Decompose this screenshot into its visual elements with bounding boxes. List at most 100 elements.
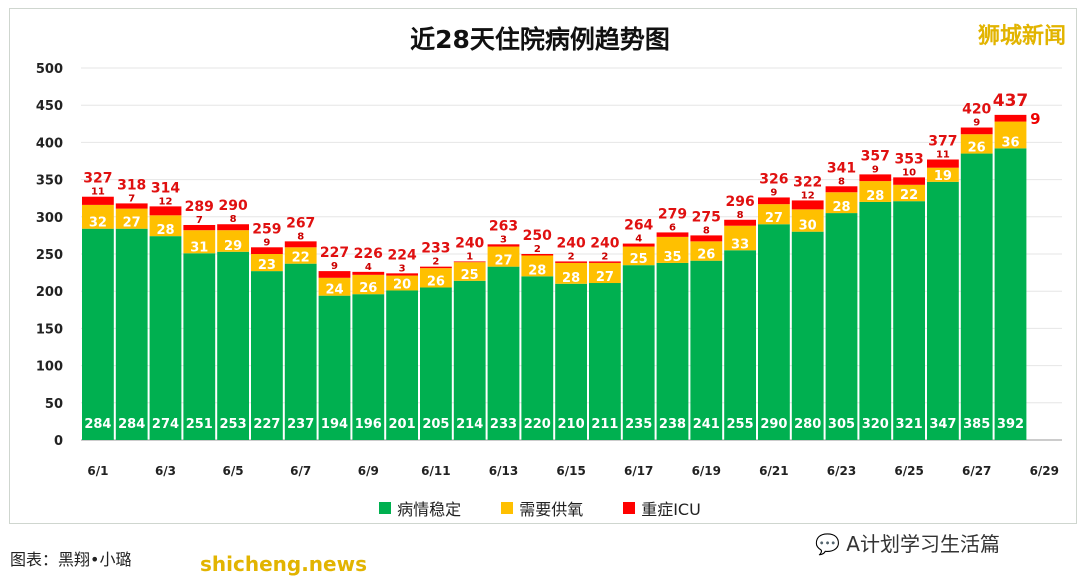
bar-segment xyxy=(352,274,385,295)
data-label: 8 xyxy=(230,214,237,225)
y-tick-label: 200 xyxy=(36,285,63,300)
data-label: 220 xyxy=(524,417,551,432)
total-label: 296 xyxy=(725,194,754,210)
bar-segment xyxy=(82,196,114,205)
x-tick-label: 6/27 xyxy=(962,464,991,478)
total-label: 318 xyxy=(117,177,146,193)
data-label: 274 xyxy=(152,417,179,432)
bar-segment xyxy=(758,204,790,225)
data-label: 7 xyxy=(196,215,203,226)
total-label: 279 xyxy=(658,206,687,222)
data-label: 30 xyxy=(799,219,817,234)
bar-segment xyxy=(690,235,723,242)
bar-segment xyxy=(251,254,283,272)
legend-label: 病情稳定 xyxy=(397,500,462,519)
total-label: 250 xyxy=(523,228,552,244)
data-label: 3 xyxy=(399,263,406,274)
data-label: 26 xyxy=(697,248,715,263)
total-label: 264 xyxy=(624,218,653,234)
y-tick-label: 500 xyxy=(36,62,63,77)
bar-segment xyxy=(724,225,756,251)
data-label: 211 xyxy=(591,417,618,432)
data-label: 7 xyxy=(128,193,135,204)
data-label: 22 xyxy=(292,251,310,266)
bar-segment xyxy=(960,127,993,135)
data-label: 347 xyxy=(929,417,956,432)
data-label: 19 xyxy=(934,169,952,184)
data-label: 26 xyxy=(968,141,986,156)
bar-segment xyxy=(251,247,283,254)
bar-segment xyxy=(589,261,621,263)
wechat-source-label: A计划学习生活篇 xyxy=(846,532,1000,556)
y-tick-label: 400 xyxy=(36,136,63,151)
data-label: 8 xyxy=(737,210,744,221)
bar-segment xyxy=(589,283,621,440)
data-label: 9 xyxy=(263,237,270,248)
x-tick-label: 6/5 xyxy=(223,464,244,478)
legend: 病情稳定 需要供氧 重症ICU xyxy=(0,496,1080,520)
data-label: 27 xyxy=(765,211,783,226)
data-label: 290 xyxy=(760,417,787,432)
bar-segment xyxy=(183,224,216,231)
data-label: 28 xyxy=(866,189,884,204)
bar-segment xyxy=(115,208,148,229)
bar-segment xyxy=(724,250,756,440)
wechat-source: 💬 A计划学习生活篇 xyxy=(815,528,1000,557)
data-label: 210 xyxy=(558,417,585,432)
y-tick-label: 50 xyxy=(45,397,63,412)
legend-label: 需要供氧 xyxy=(519,500,584,519)
data-label: 20 xyxy=(393,277,411,292)
bar-segment xyxy=(420,268,452,288)
data-label: 8 xyxy=(703,225,710,236)
total-label: 326 xyxy=(759,171,788,187)
data-label: 392 xyxy=(997,417,1024,432)
chart-title: 近28天住院病例趋势图 xyxy=(410,25,670,54)
total-label: 224 xyxy=(387,247,416,263)
bar-segment xyxy=(284,247,317,264)
bar-segment xyxy=(217,251,249,440)
bar-segment xyxy=(893,201,925,440)
data-label: 11 xyxy=(936,150,950,161)
x-tick-label: 6/3 xyxy=(155,464,176,478)
bar-segment xyxy=(318,277,351,296)
bar-segment xyxy=(487,244,520,247)
x-tick-label: 6/15 xyxy=(556,464,585,478)
bar-segment xyxy=(622,265,655,440)
data-label: 9 xyxy=(331,261,338,272)
bar-segment xyxy=(521,276,554,440)
data-label: 321 xyxy=(896,417,923,432)
bar-segment xyxy=(453,280,486,440)
data-label: 8 xyxy=(838,176,845,187)
bar-segment xyxy=(453,262,486,281)
total-label: 226 xyxy=(354,246,383,262)
data-label: 4 xyxy=(365,262,372,273)
wechat-icon: 💬 xyxy=(815,532,840,556)
data-label: 33 xyxy=(731,237,749,252)
y-tick-label: 350 xyxy=(36,174,63,189)
total-label: 289 xyxy=(185,199,214,215)
data-label: 255 xyxy=(727,417,754,432)
bar-segment xyxy=(758,197,790,205)
bar-segment xyxy=(217,224,249,231)
legend-label: 重症ICU xyxy=(641,500,701,519)
total-label: 420 xyxy=(962,102,991,118)
bar-segment xyxy=(183,230,216,254)
data-label: 284 xyxy=(84,417,111,432)
total-label: 259 xyxy=(252,221,281,237)
bar-segment xyxy=(656,232,689,237)
legend-item-icu: 重症ICU xyxy=(623,496,701,520)
data-label: 284 xyxy=(118,417,145,432)
data-label: 385 xyxy=(963,417,990,432)
data-label: 1 xyxy=(466,251,473,262)
bar-segment xyxy=(521,255,554,277)
data-label: 12 xyxy=(159,196,173,207)
data-label: 28 xyxy=(832,200,850,215)
bar-segment xyxy=(960,134,993,154)
bar-segment xyxy=(284,263,317,440)
total-label: 240 xyxy=(455,235,484,251)
bar-segment xyxy=(960,153,993,440)
total-label: 227 xyxy=(320,245,349,261)
data-label: 28 xyxy=(528,263,546,278)
total-label: 377 xyxy=(928,134,957,150)
legend-item-stable: 病情稳定 xyxy=(379,496,461,520)
